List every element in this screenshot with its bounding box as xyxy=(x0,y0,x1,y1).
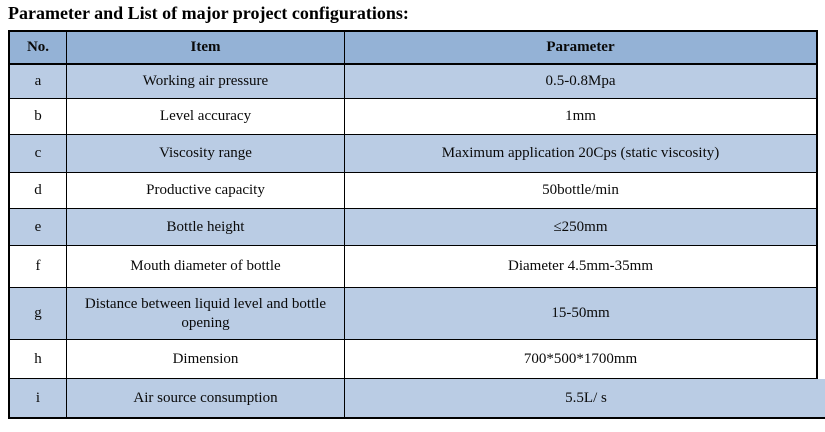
header-cell-item: Item xyxy=(66,32,345,63)
row-parameter: 5.5L/ s xyxy=(565,389,607,406)
table-row-c: c Viscosity range Maximum application 20… xyxy=(10,135,818,173)
row-item: Air source consumption xyxy=(66,379,345,417)
row-item: Viscosity range xyxy=(66,135,345,172)
header-cell-parameter: Parameter xyxy=(546,39,615,56)
row-item: Dimension xyxy=(66,340,345,378)
table-row-a: a Working air pressure 0.5-0.8Mpa xyxy=(10,65,818,99)
row-no: g xyxy=(34,305,42,322)
row-no: h xyxy=(34,350,42,367)
row-parameter: 50bottle/min xyxy=(542,182,619,199)
row-no: i xyxy=(35,389,41,406)
row-parameter: 700*500*1700mm xyxy=(523,350,638,367)
row-no: a xyxy=(34,73,42,90)
row-parameter: 0.5-0.8Mpa xyxy=(545,73,616,90)
row-parameter: 1mm xyxy=(565,108,596,125)
row-parameter: ≤250mm xyxy=(553,218,608,235)
row-parameter: 15-50mm xyxy=(551,305,610,322)
row-parameter: Diameter 4.5mm-35mm xyxy=(508,258,653,275)
table-row-f: f Mouth diameter of bottle Diameter 4.5m… xyxy=(10,246,818,288)
row-no: d xyxy=(34,182,42,199)
parameters-table: No. Item Parameter a Working air pressur… xyxy=(8,30,825,419)
row-item: Bottle height xyxy=(66,209,345,245)
table-row-g: g Distance between liquid level and bott… xyxy=(10,288,818,340)
row-no: e xyxy=(34,218,42,235)
row-item: Working air pressure xyxy=(66,65,345,98)
table-row-d: d Productive capacity 50bottle/min xyxy=(10,173,818,209)
header-cell-no: No. xyxy=(26,39,50,56)
table-row-b: b Level accuracy 1mm xyxy=(10,99,818,135)
row-parameter: Maximum application 20Cps (static viscos… xyxy=(441,145,720,162)
page-title: Parameter and List of major project conf… xyxy=(8,3,409,23)
row-item: Productive capacity xyxy=(66,173,345,208)
row-item: Level accuracy xyxy=(66,99,345,134)
table-row-e: e Bottle height ≤250mm xyxy=(10,209,818,246)
row-no: c xyxy=(34,145,42,162)
table-header-row: No. Item Parameter xyxy=(10,32,818,65)
table-row-h: h Dimension 700*500*1700mm xyxy=(10,340,818,379)
row-item: Distance between liquid level and bottle… xyxy=(66,288,345,339)
row-no: f xyxy=(35,258,41,275)
table-row-i: i Air source consumption 5.5L/ s xyxy=(10,379,825,419)
row-no: b xyxy=(34,108,42,125)
row-item: Mouth diameter of bottle xyxy=(66,246,345,287)
